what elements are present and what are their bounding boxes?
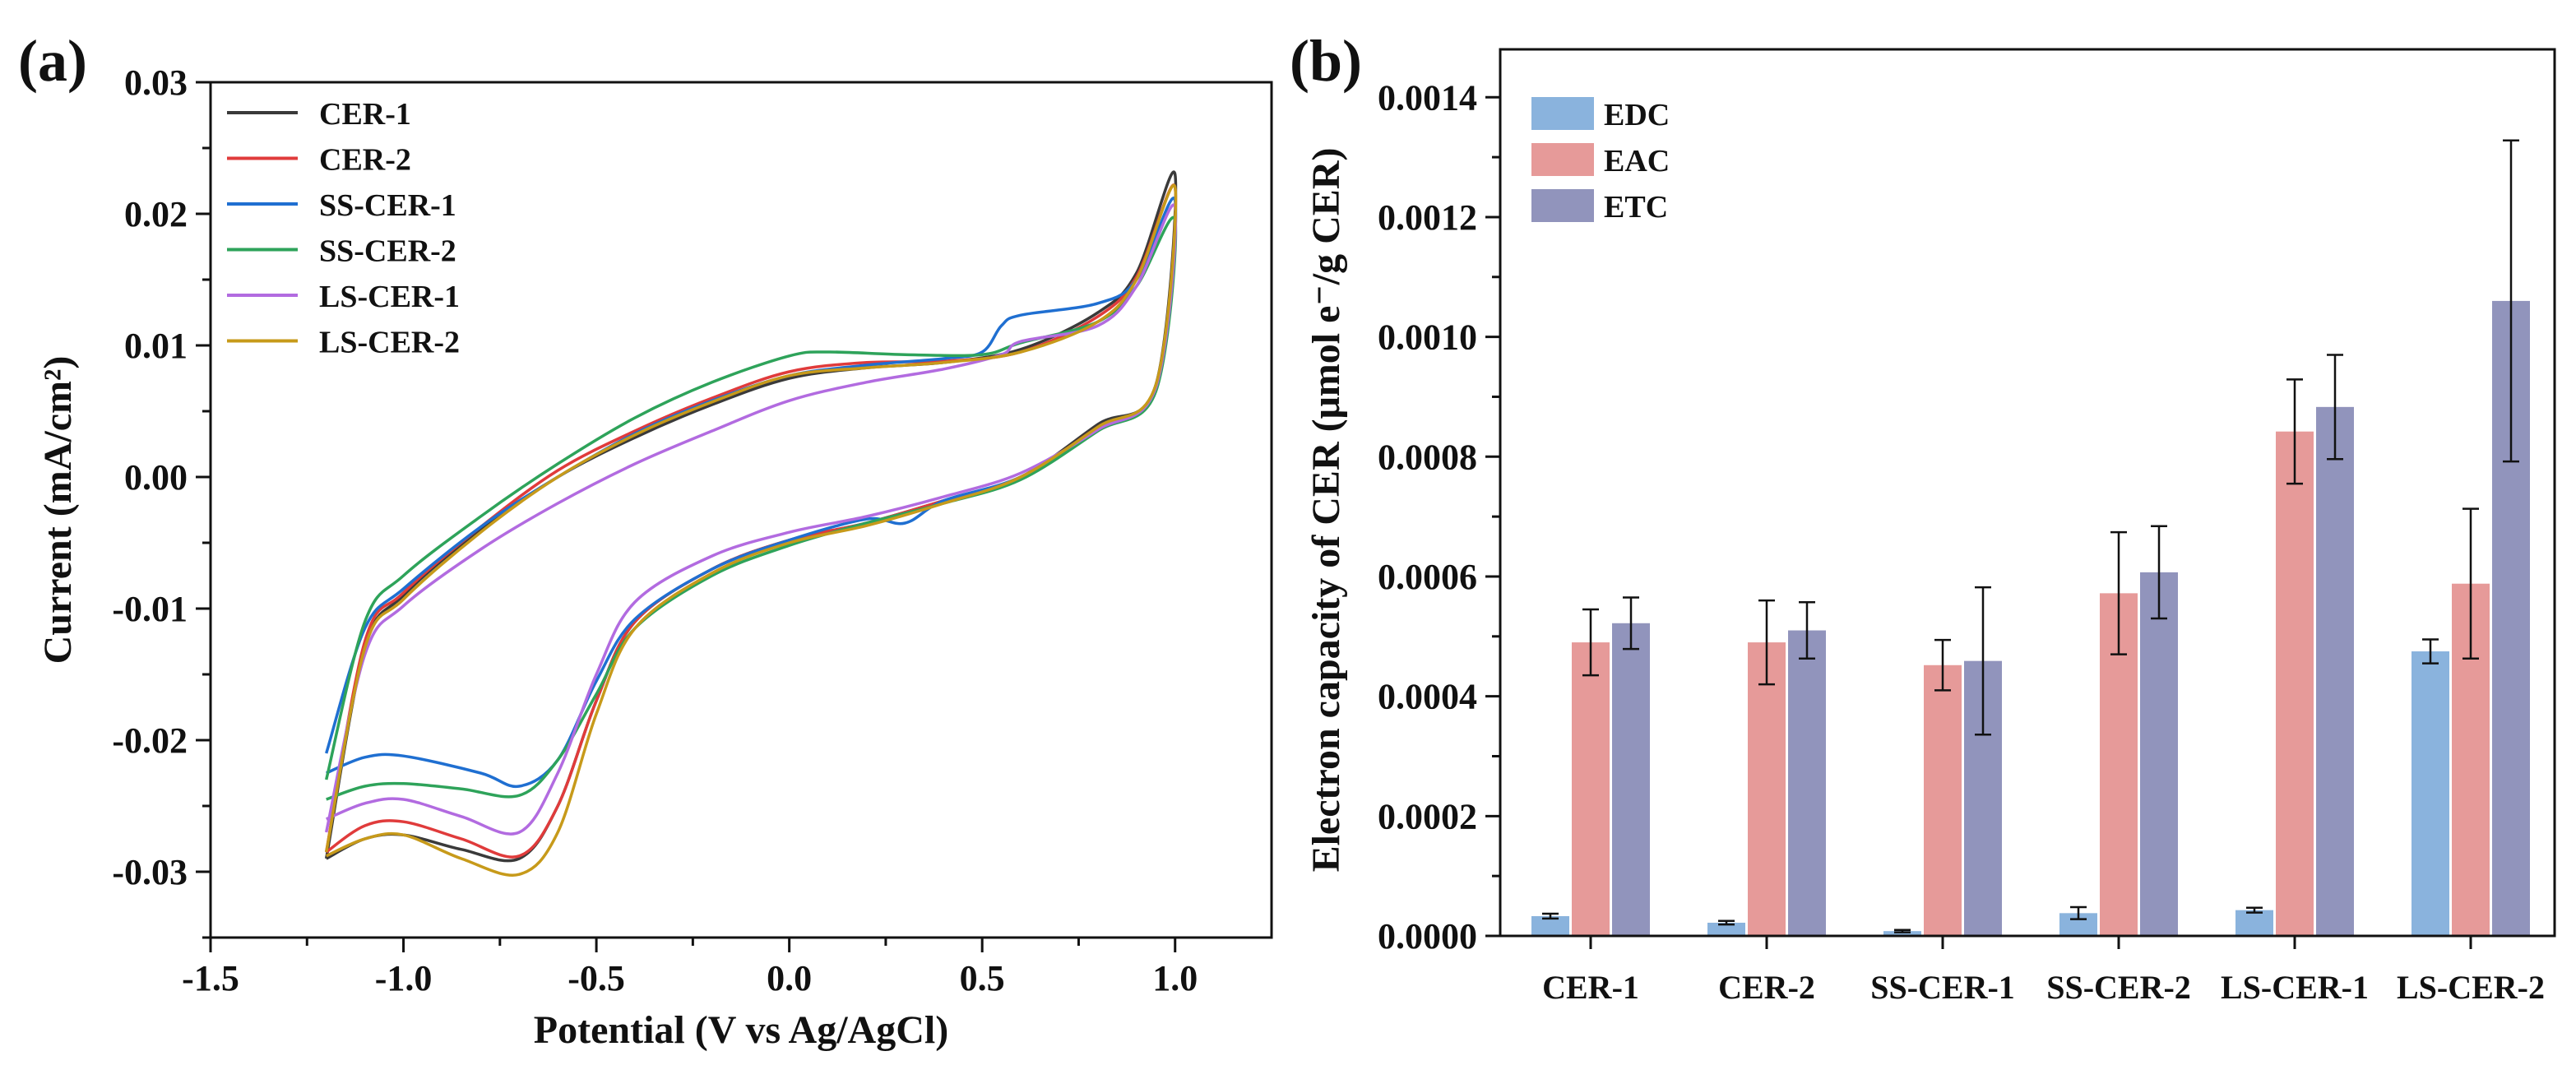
cv-y-axis-label: Current (mA/cm²) xyxy=(36,356,80,665)
cv-x-ticks: -1.5 -1.0 -0.5 0.0 0.5 1.0 xyxy=(182,938,1198,998)
bar-y-tick-label: 0.0008 xyxy=(1378,437,1477,477)
bar-x-tick-label: SS-CER-2 xyxy=(2046,969,2191,1006)
bar-etc xyxy=(2140,572,2178,936)
cv-y-tick-label: -0.01 xyxy=(112,589,188,629)
legend-label: ETC xyxy=(1604,190,1668,225)
bar-x-ticks: CER-1 CER-2 SS-CER-1 SS-CER-2 LS-CER-1 LS-CER… xyxy=(1542,936,2545,1006)
bar-edc xyxy=(1707,922,1745,936)
cv-y-tick-label: 0.02 xyxy=(124,194,188,234)
bar-etc xyxy=(1788,630,1826,936)
cv-x-tick-label: -0.5 xyxy=(568,958,625,998)
bar-eac xyxy=(1924,665,1962,936)
cv-x-tick-label: 1.0 xyxy=(1152,958,1198,998)
cv-y-tick-label: -0.02 xyxy=(112,720,188,761)
legend-label: LS-CER-1 xyxy=(319,280,460,314)
panel-b-label: (b) xyxy=(1290,28,1362,94)
cv-x-tick-label: 0.5 xyxy=(960,958,1005,998)
legend-label: CER-1 xyxy=(319,97,411,132)
electron-capacity-chart: 0.0000 0.0002 0.0004 0.0006 0.0008 0.0010 0.00… xyxy=(1304,48,2556,1006)
bar-etc xyxy=(2316,406,2354,936)
cv-legend: CER-1 CER-2 SS-CER-1 SS-CER-2 LS-CER-1 LS-CER… xyxy=(227,97,460,360)
legend-label: LS-CER-2 xyxy=(319,326,460,360)
bar-legend: EDC EAC ETC xyxy=(1531,97,1670,225)
bar-y-tick-label: 0.0010 xyxy=(1378,317,1477,358)
bar-edc xyxy=(1883,931,1921,936)
cv-y-tick-label: 0.00 xyxy=(124,457,188,498)
bar-y-tick-label: 0.0012 xyxy=(1378,197,1477,238)
cv-curve-cer-1 xyxy=(324,170,1178,863)
legend-label: SS-CER-1 xyxy=(319,188,456,223)
cv-y-tick-label: 0.01 xyxy=(124,326,188,366)
bar-y-tick-label: 0.0002 xyxy=(1378,796,1477,836)
bar-group xyxy=(1883,586,2002,936)
bar-group xyxy=(2235,354,2354,936)
bar-y-tick-label: 0.0014 xyxy=(1378,77,1477,118)
cv-curves xyxy=(324,170,1178,877)
bar-plot-frame xyxy=(1499,48,2556,938)
legend-swatch-etc xyxy=(1531,189,1594,222)
bar-x-tick-label: CER-1 xyxy=(1542,969,1639,1006)
bar-eac xyxy=(1572,642,1610,936)
cv-x-tick-label: 0.0 xyxy=(767,958,812,998)
cv-y-tick-label: -0.03 xyxy=(112,852,188,892)
bar-y-tick-label: 0.0000 xyxy=(1378,916,1477,956)
bar-group xyxy=(1707,599,1826,936)
bar-group xyxy=(1531,596,1650,936)
bar-eac xyxy=(2276,431,2314,936)
bar-edc xyxy=(2235,910,2273,936)
bar-x-tick-label: SS-CER-1 xyxy=(1870,969,2015,1006)
bar-y-tick-label: 0.0004 xyxy=(1378,677,1477,717)
cv-chart: -1.5 -1.0 -0.5 0.0 0.5 1.0 0.03 0.02 0.01 0.00 -0… xyxy=(36,63,1273,1052)
bar-group xyxy=(2059,525,2178,936)
legend-swatch-edc xyxy=(1531,97,1594,130)
bar-y-tick-label: 0.0006 xyxy=(1378,557,1477,597)
bar-x-tick-label: CER-2 xyxy=(1718,969,1815,1006)
cv-y-tick-label: 0.03 xyxy=(124,63,188,103)
bar-edc xyxy=(2412,651,2449,936)
legend-swatch-eac xyxy=(1531,143,1594,176)
bar-etc xyxy=(1612,623,1650,936)
bar-group xyxy=(2412,139,2530,936)
legend-label: SS-CER-2 xyxy=(319,234,456,269)
legend-label: EDC xyxy=(1604,98,1670,132)
cv-y-ticks: 0.03 0.02 0.01 0.00 -0.01 -0.02 -0.03 xyxy=(112,63,211,939)
legend-label: EAC xyxy=(1604,144,1670,178)
bar-x-tick-label: LS-CER-2 xyxy=(2397,969,2545,1006)
bar-y-axis-label: Electron capacity of CER (μmol e⁻/g CER) xyxy=(1304,148,1348,873)
panel-a-label: (a) xyxy=(18,28,87,94)
bar-eac xyxy=(1748,642,1786,936)
bar-groups xyxy=(1531,139,2530,936)
cv-curve-ls-cer-2 xyxy=(324,183,1178,877)
cv-x-axis-label: Potential (V vs Ag/AgCl) xyxy=(534,1008,948,1052)
bar-y-ticks: 0.0000 0.0002 0.0004 0.0006 0.0008 0.0010 0.00… xyxy=(1378,77,1500,956)
cv-plot-frame xyxy=(209,81,1273,939)
legend-label: CER-2 xyxy=(319,143,411,178)
cv-x-tick-label: -1.5 xyxy=(182,958,239,998)
bar-x-tick-label: LS-CER-1 xyxy=(2221,969,2369,1006)
cv-x-tick-label: -1.0 xyxy=(375,958,433,998)
